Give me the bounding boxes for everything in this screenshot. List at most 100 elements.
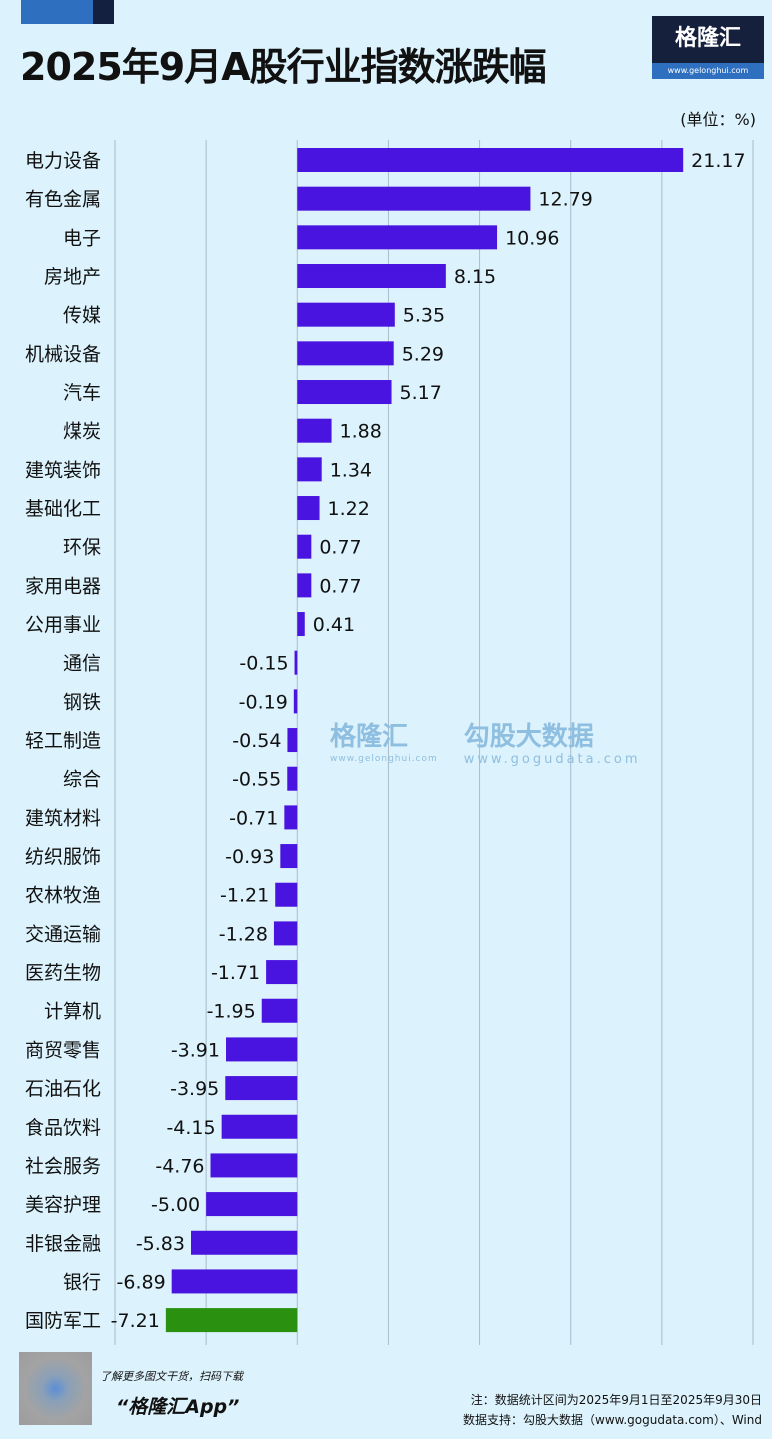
watermark-gogudata-url: www.gogudata.com bbox=[463, 752, 641, 767]
bar bbox=[191, 1230, 298, 1255]
bar bbox=[287, 766, 298, 791]
value-label: 5.17 bbox=[400, 382, 442, 404]
value-label: 8.15 bbox=[454, 266, 496, 288]
value-label: -5.83 bbox=[136, 1233, 185, 1255]
bar bbox=[266, 960, 298, 985]
category-label: 非银金融 bbox=[25, 1233, 101, 1255]
category-label: 建筑装饰 bbox=[25, 459, 101, 481]
watermark-gogudata: 勾股大数据 www.gogudata.com bbox=[464, 722, 641, 768]
bar bbox=[297, 148, 684, 172]
value-label: -4.76 bbox=[155, 1155, 204, 1177]
bar bbox=[206, 1192, 298, 1217]
bar bbox=[297, 186, 531, 211]
bar bbox=[165, 1308, 298, 1333]
gelonghui-logo: 格隆汇 www.gelonghui.com bbox=[652, 16, 764, 79]
category-label: 钢铁 bbox=[63, 691, 101, 713]
category-label: 建筑材料 bbox=[25, 807, 101, 829]
bar bbox=[287, 728, 298, 753]
bar bbox=[171, 1269, 298, 1294]
value-label: -1.28 bbox=[219, 923, 268, 945]
category-label: 传媒 bbox=[63, 305, 101, 327]
bar bbox=[297, 380, 392, 405]
category-label: 汽车 bbox=[63, 382, 101, 404]
value-label: -0.93 bbox=[225, 846, 274, 868]
bar bbox=[297, 225, 498, 250]
decor-block bbox=[93, 0, 114, 24]
category-label: 电力设备 bbox=[25, 150, 101, 172]
watermark-gelonghui: 格隆汇 www.gelonghui.com bbox=[330, 722, 438, 766]
bar bbox=[225, 1076, 298, 1101]
category-label: 银行 bbox=[63, 1271, 101, 1293]
bar bbox=[226, 1037, 298, 1062]
value-label: 0.77 bbox=[319, 537, 361, 559]
qr-code bbox=[19, 1352, 92, 1425]
value-label: -5.00 bbox=[151, 1194, 200, 1216]
value-label: 5.29 bbox=[402, 343, 444, 365]
chart-title: 2025年9月A股行业指数涨跌幅 bbox=[20, 45, 547, 89]
bar bbox=[297, 496, 320, 521]
category-label: 农林牧渔 bbox=[25, 885, 101, 907]
value-label: 10.96 bbox=[505, 227, 559, 249]
watermark-gelonghui-name: 格隆汇 bbox=[330, 722, 409, 752]
unit-label: (单位：%) bbox=[680, 110, 756, 129]
value-label: -3.95 bbox=[170, 1078, 219, 1100]
value-label: -0.19 bbox=[239, 691, 288, 713]
bar bbox=[297, 341, 394, 366]
value-label: -1.21 bbox=[220, 885, 269, 907]
category-label: 公用事业 bbox=[25, 614, 101, 636]
value-label: 21.17 bbox=[691, 150, 745, 172]
category-label: 有色金属 bbox=[25, 189, 101, 211]
value-label: -0.55 bbox=[232, 769, 281, 791]
date-range-note: 注：数据统计区间为2025年9月1日至2025年9月30日 bbox=[470, 1393, 762, 1407]
bar bbox=[293, 689, 298, 714]
category-label: 家用电器 bbox=[25, 575, 101, 597]
value-label: 1.34 bbox=[330, 459, 372, 481]
category-label: 基础化工 bbox=[25, 498, 101, 520]
bar bbox=[297, 418, 332, 443]
bar bbox=[297, 612, 305, 637]
value-label: -7.21 bbox=[111, 1310, 160, 1332]
category-label: 医药生物 bbox=[25, 962, 101, 984]
footnote: 注：数据统计区间为2025年9月1日至2025年9月30日 数据支持：勾股大数据… bbox=[463, 1390, 762, 1430]
bar bbox=[297, 457, 322, 482]
category-label: 食品饮料 bbox=[25, 1117, 101, 1139]
bar bbox=[297, 573, 312, 598]
value-label: 0.41 bbox=[313, 614, 355, 636]
bar bbox=[280, 844, 298, 869]
category-label: 美容护理 bbox=[25, 1194, 101, 1216]
bar bbox=[221, 1114, 298, 1139]
category-label: 房地产 bbox=[44, 266, 101, 288]
category-label: 石油石化 bbox=[25, 1078, 101, 1100]
category-label: 国防军工 bbox=[25, 1310, 101, 1332]
category-label: 电子 bbox=[63, 227, 101, 249]
category-label: 综合 bbox=[63, 769, 101, 791]
value-label: -0.15 bbox=[239, 653, 288, 675]
category-label: 交通运输 bbox=[25, 923, 101, 945]
data-source-note: 数据支持：勾股大数据（www.gogudata.com）、Wind bbox=[463, 1413, 762, 1427]
category-label: 通信 bbox=[63, 653, 101, 675]
category-label: 商贸零售 bbox=[25, 1039, 101, 1061]
value-label: -3.91 bbox=[171, 1039, 220, 1061]
promo-app-name: “格隆汇App” bbox=[116, 1396, 240, 1418]
bar bbox=[275, 882, 298, 907]
bar bbox=[210, 1153, 298, 1178]
category-label: 社会服务 bbox=[25, 1155, 101, 1177]
value-label: 1.22 bbox=[328, 498, 370, 520]
value-label: 0.77 bbox=[319, 575, 361, 597]
category-label: 煤炭 bbox=[63, 421, 101, 443]
bar bbox=[297, 302, 395, 327]
category-label: 环保 bbox=[63, 537, 101, 559]
decor-block bbox=[21, 0, 93, 24]
bar bbox=[297, 534, 312, 559]
watermark-gogudata-name: 勾股大数据 bbox=[463, 722, 594, 752]
logo-url: www.gelonghui.com bbox=[652, 63, 764, 79]
bar bbox=[261, 998, 298, 1023]
promo-text: 了解更多图文干货，扫码下载 bbox=[100, 1370, 243, 1383]
category-label: 计算机 bbox=[44, 1001, 101, 1023]
bar bbox=[273, 921, 298, 946]
bar bbox=[284, 805, 298, 830]
value-label: 1.88 bbox=[340, 421, 382, 443]
category-label: 机械设备 bbox=[25, 343, 101, 365]
value-label: -0.54 bbox=[232, 730, 281, 752]
